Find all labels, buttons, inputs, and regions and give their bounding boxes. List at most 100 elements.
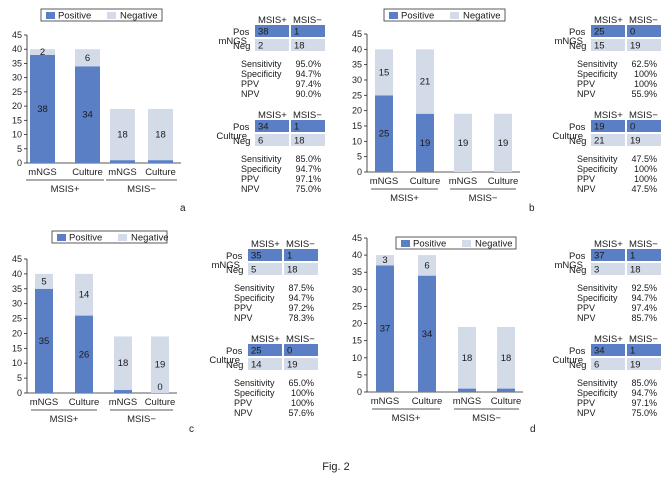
table-cell-value: 19	[630, 360, 641, 371]
table-header: MSIS−	[293, 15, 322, 26]
table-cell-value: 34	[258, 122, 269, 133]
y-tick-label: 10	[352, 136, 362, 146]
bar-negative	[376, 255, 394, 266]
bar-label-positive: 0	[157, 382, 162, 393]
bar-negative	[75, 273, 93, 316]
legend: Positive Negative	[40, 8, 163, 22]
y-axis: 0 5 10 15 20 25 30 35 40 45	[352, 233, 368, 397]
table-cell	[255, 134, 289, 146]
table-cell	[627, 25, 661, 37]
x-category-label: Culture	[410, 176, 441, 187]
stat-value: 75.0%	[295, 184, 321, 194]
stat-name: Specificity	[577, 388, 618, 398]
bar-negative	[454, 113, 472, 172]
x-category-label: Culture	[412, 396, 443, 407]
stat-value: 97.4%	[631, 303, 657, 313]
stat-value: 97.4%	[295, 79, 321, 89]
confusion-table-mngs: mNGS MSIS+ MSIS− Pos Neg 35 1 5 18 Sensitivity 87.…	[212, 239, 318, 323]
row-label-neg: Neg	[226, 265, 243, 276]
x-category-label: Culture	[69, 397, 100, 408]
table-cell-value: 34	[594, 346, 605, 357]
bar-negative	[494, 113, 512, 172]
table-cell-value: 21	[594, 136, 605, 147]
table-header: MSIS−	[629, 334, 658, 345]
legend-swatch-positive	[46, 12, 55, 19]
table-cell-value: 18	[630, 265, 641, 276]
stat-value: 85.7%	[631, 313, 657, 323]
y-tick-label: 5	[17, 144, 22, 154]
bar-negative	[30, 49, 55, 55]
table-cell-value: 18	[287, 265, 298, 276]
x-category-label: Culture	[491, 396, 522, 407]
legend-swatch-negative	[107, 12, 116, 19]
table-cell	[291, 134, 325, 146]
bar-label-negative: 18	[117, 130, 128, 141]
group-label: MSIS+	[51, 184, 80, 195]
stat-value: 47.5%	[631, 154, 657, 164]
y-tick-label: 15	[352, 121, 362, 131]
table-cell	[591, 39, 625, 51]
stat-value: 94.7%	[295, 69, 321, 79]
bar-label-negative: 5	[41, 276, 46, 287]
stat-name: NPV	[234, 408, 253, 418]
bar-negative	[416, 49, 434, 114]
table-cell	[255, 120, 289, 132]
table-cell-value: 35	[251, 251, 262, 262]
bar-label-negative: 19	[498, 138, 509, 149]
y-tick-label: 35	[352, 267, 362, 277]
table-header: MSIS−	[286, 334, 315, 345]
stat-name: NPV	[577, 408, 596, 418]
bar-positive	[75, 315, 93, 393]
method-label: Culture	[552, 355, 583, 366]
stat-value: 94.7%	[288, 293, 314, 303]
y-tick-label: 45	[12, 254, 22, 264]
legend-label-positive: Positive	[69, 233, 102, 244]
legend-label-positive: Positive	[401, 11, 434, 22]
table-cell	[284, 263, 318, 275]
row-label-pos: Pos	[233, 27, 250, 38]
stat-name: NPV	[577, 184, 596, 194]
table-cell	[291, 120, 325, 132]
y-tick-label: 5	[17, 373, 22, 383]
legend-label-positive: Positive	[58, 11, 91, 22]
stat-value: 85.0%	[631, 378, 657, 388]
bar-label-negative: 6	[424, 260, 429, 271]
bar-label-positive: 38	[37, 104, 48, 115]
bar-positive	[148, 160, 173, 163]
bar-label-negative: 19	[458, 138, 469, 149]
y-tick-label: 5	[357, 370, 362, 380]
y-axis: 0 5 10 15 20 25 30 35 40 45	[12, 254, 28, 398]
legend: Positive Negative	[51, 230, 169, 244]
table-cell-value: 19	[630, 136, 641, 147]
row-label-pos: Pos	[233, 122, 250, 133]
stat-value: 87.5%	[288, 283, 314, 293]
stat-value: 90.0%	[295, 89, 321, 99]
table-header: MSIS+	[594, 15, 623, 26]
stat-name: PPV	[577, 303, 595, 313]
panel-letter: c	[189, 424, 194, 435]
y-tick-label: 30	[12, 299, 22, 309]
legend-label-negative: Negative	[131, 233, 169, 244]
table-cell	[248, 358, 282, 370]
legend: Positive Negative	[383, 8, 506, 22]
y-tick-label: 20	[12, 101, 22, 111]
bar-label-positive: 19	[420, 138, 431, 149]
panel-d: Positive Negative051015202530354045373mNG…	[352, 233, 661, 435]
y-tick-label: 20	[352, 106, 362, 116]
method-label: Culture	[209, 355, 240, 366]
x-category-label: Culture	[488, 176, 519, 187]
y-tick-label: 10	[12, 358, 22, 368]
confusion-table-mngs: mNGS MSIS+ MSIS− Pos Neg 37 1 3 18 Sensitivity 92.…	[555, 239, 661, 323]
y-tick-label: 10	[12, 130, 22, 140]
bar-negative	[110, 108, 135, 161]
row-label-neg: Neg	[233, 41, 250, 52]
stat-name: Sensitivity	[241, 59, 282, 69]
bar-negative	[458, 326, 476, 389]
table-cell-value: 6	[258, 136, 263, 147]
table-cell-value: 1	[630, 251, 635, 262]
legend-label-negative: Negative	[120, 11, 158, 22]
stat-name: Specificity	[241, 69, 282, 79]
stat-value: 97.1%	[295, 174, 321, 184]
panel-letter: b	[529, 203, 535, 214]
bar-label-negative: 19	[155, 360, 166, 371]
